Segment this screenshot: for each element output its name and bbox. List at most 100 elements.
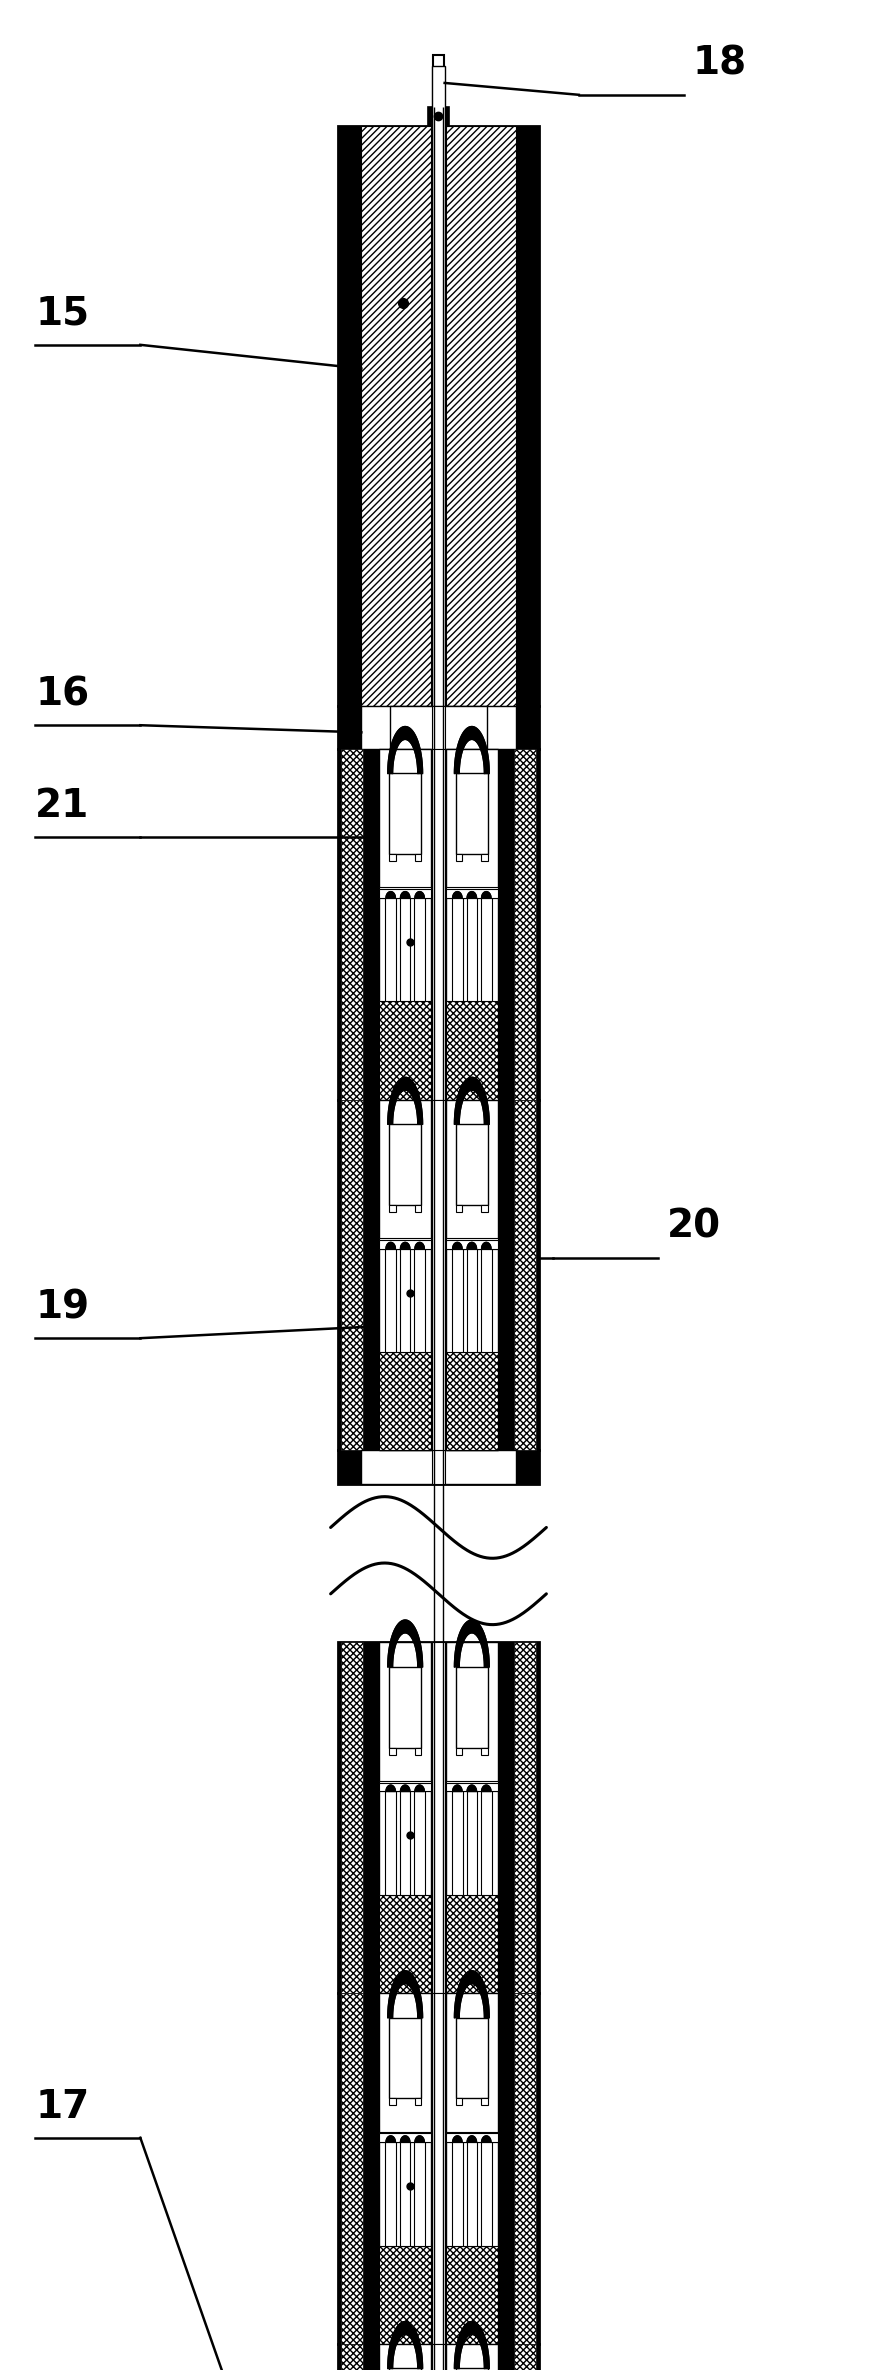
Bar xyxy=(481,2142,491,2247)
Bar xyxy=(400,2142,410,2247)
Polygon shape xyxy=(415,1242,424,1249)
Polygon shape xyxy=(467,1242,476,1249)
Bar xyxy=(415,853,421,860)
Polygon shape xyxy=(453,891,462,898)
Bar xyxy=(341,749,363,1100)
Polygon shape xyxy=(454,1621,489,1666)
Bar xyxy=(514,1100,536,1450)
Polygon shape xyxy=(481,1242,491,1249)
Text: 19: 19 xyxy=(35,1289,89,1327)
Bar xyxy=(379,1780,431,1792)
Bar xyxy=(338,1450,539,1484)
Polygon shape xyxy=(388,1972,423,2017)
Bar xyxy=(400,898,410,1003)
Bar xyxy=(415,898,424,1003)
Bar xyxy=(379,2247,431,2344)
Bar xyxy=(481,2097,488,2105)
Bar xyxy=(446,1896,498,1993)
Bar xyxy=(341,1100,363,1450)
Bar xyxy=(481,1747,488,1754)
Polygon shape xyxy=(415,2135,424,2142)
Polygon shape xyxy=(386,891,396,898)
Bar xyxy=(389,2097,396,2105)
Bar xyxy=(432,749,445,1100)
Bar xyxy=(432,706,445,749)
Bar xyxy=(432,66,445,706)
Polygon shape xyxy=(386,1785,396,1792)
Bar xyxy=(415,1249,424,1353)
Bar xyxy=(415,1204,421,1211)
Bar xyxy=(432,1993,445,2344)
Bar xyxy=(456,853,462,860)
Polygon shape xyxy=(388,728,423,773)
Bar xyxy=(379,1003,431,1100)
Text: 15: 15 xyxy=(35,294,89,332)
Polygon shape xyxy=(467,891,476,898)
Bar xyxy=(389,853,396,860)
Bar xyxy=(389,1123,421,1204)
Polygon shape xyxy=(453,1785,462,1792)
Bar xyxy=(446,1240,498,1249)
Bar xyxy=(338,126,539,706)
Bar xyxy=(481,1204,488,1211)
Polygon shape xyxy=(388,1621,423,1666)
Bar xyxy=(432,1100,445,1450)
Polygon shape xyxy=(481,2135,491,2142)
Polygon shape xyxy=(481,1785,491,1792)
Bar xyxy=(379,749,431,1100)
Polygon shape xyxy=(453,2135,462,2142)
Bar xyxy=(467,2142,477,2247)
Bar xyxy=(379,1993,431,2344)
Polygon shape xyxy=(481,891,491,898)
Bar xyxy=(338,1100,539,1450)
Bar xyxy=(379,2344,431,2370)
Bar xyxy=(446,2344,498,2370)
Bar xyxy=(389,1204,396,1211)
Bar xyxy=(400,1792,410,1896)
Bar xyxy=(338,706,539,749)
Bar xyxy=(514,1993,536,2344)
Bar xyxy=(338,1642,539,1993)
Bar xyxy=(379,1237,431,1249)
Bar xyxy=(446,2133,498,2142)
Bar xyxy=(379,2133,431,2142)
Bar xyxy=(432,2344,445,2370)
Bar xyxy=(379,886,431,898)
Bar xyxy=(385,1792,396,1896)
Bar xyxy=(390,706,487,749)
Bar xyxy=(456,1666,488,1747)
Polygon shape xyxy=(454,728,489,773)
Polygon shape xyxy=(388,1078,423,1123)
Bar xyxy=(446,889,498,898)
Bar xyxy=(379,1100,431,1450)
Bar xyxy=(361,126,431,706)
Bar xyxy=(379,1240,431,1249)
Bar xyxy=(379,889,431,898)
Bar xyxy=(456,1123,488,1204)
Bar xyxy=(456,1747,462,1754)
Bar xyxy=(456,1204,462,1211)
Bar xyxy=(361,1450,516,1484)
Bar xyxy=(338,2344,539,2370)
Bar xyxy=(433,55,444,107)
Bar xyxy=(446,2131,498,2142)
Bar xyxy=(389,1747,396,1754)
Bar xyxy=(446,1782,498,1792)
Bar xyxy=(446,749,498,1100)
Bar xyxy=(379,1896,431,1993)
Bar xyxy=(389,773,421,853)
Bar xyxy=(415,2142,424,2247)
Bar xyxy=(385,2142,396,2247)
Bar xyxy=(456,773,488,853)
Bar xyxy=(446,1353,498,1450)
Bar xyxy=(446,1780,498,1792)
Bar xyxy=(453,898,463,1003)
Bar xyxy=(481,1792,491,1896)
Bar xyxy=(514,1642,536,1993)
Polygon shape xyxy=(454,1972,489,2017)
Bar xyxy=(446,1237,498,1249)
Polygon shape xyxy=(415,891,424,898)
Polygon shape xyxy=(467,1785,476,1792)
Bar xyxy=(415,1747,421,1754)
Bar xyxy=(361,706,516,749)
